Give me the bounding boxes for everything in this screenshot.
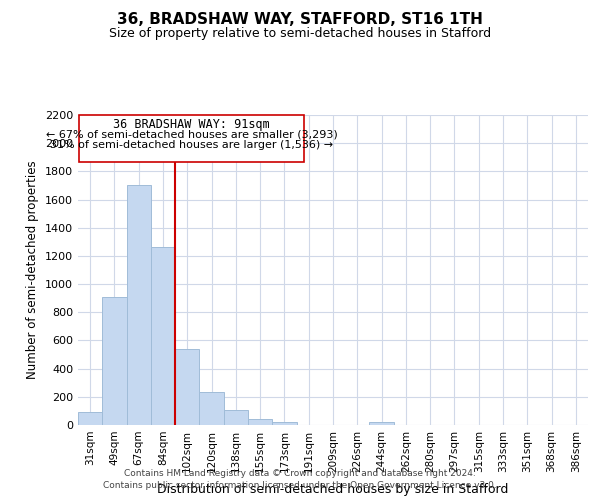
Bar — [175, 349, 199, 425]
Bar — [272, 422, 296, 425]
Bar — [102, 297, 127, 425]
Text: Contains HM Land Registry data © Crown copyright and database right 2024.: Contains HM Land Registry data © Crown c… — [124, 468, 476, 477]
Bar — [370, 422, 394, 425]
Bar — [224, 410, 248, 425]
Bar — [248, 420, 272, 425]
Bar — [127, 186, 151, 425]
Text: Contains public sector information licensed under the Open Government Licence v3: Contains public sector information licen… — [103, 481, 497, 490]
Text: ← 67% of semi-detached houses are smaller (3,293): ← 67% of semi-detached houses are smalle… — [46, 130, 337, 140]
Text: 36, BRADSHAW WAY, STAFFORD, ST16 1TH: 36, BRADSHAW WAY, STAFFORD, ST16 1TH — [117, 12, 483, 28]
X-axis label: Distribution of semi-detached houses by size in Stafford: Distribution of semi-detached houses by … — [157, 483, 509, 496]
FancyBboxPatch shape — [79, 115, 304, 162]
Y-axis label: Number of semi-detached properties: Number of semi-detached properties — [26, 160, 40, 380]
Bar — [151, 248, 175, 425]
Bar — [78, 412, 102, 425]
Text: 31% of semi-detached houses are larger (1,536) →: 31% of semi-detached houses are larger (… — [50, 140, 333, 150]
Text: Size of property relative to semi-detached houses in Stafford: Size of property relative to semi-detach… — [109, 28, 491, 40]
Bar — [199, 392, 224, 425]
Text: 36 BRADSHAW WAY: 91sqm: 36 BRADSHAW WAY: 91sqm — [113, 118, 270, 132]
